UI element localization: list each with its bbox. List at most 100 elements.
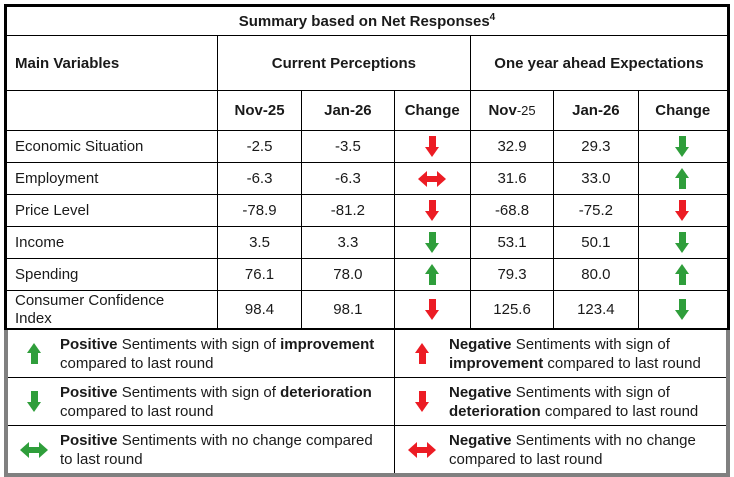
change-arrow-icon: [675, 199, 690, 222]
change-arrow-icon: [424, 135, 440, 158]
variable-cell: Income: [5, 226, 218, 259]
table-title: Summary based on Net Responses4: [5, 5, 729, 36]
value-cell: 78.0: [301, 258, 395, 291]
change-cell: [393, 194, 471, 227]
value-cell: 98.4: [216, 290, 303, 330]
empty-header-cell: [5, 90, 218, 131]
value-cell: 98.1: [301, 290, 395, 330]
value-cell: -3.5: [301, 130, 395, 163]
value-cell: -2.5: [216, 130, 303, 163]
legend-label: Positive Sentiments with sign of deterio…: [60, 383, 372, 420]
value-cell: 29.3: [553, 130, 639, 163]
change-arrow-icon: [675, 135, 690, 158]
legend-item-positive-no-change: Positive Sentiments with no change compa…: [8, 426, 395, 473]
value-cell: -81.2: [301, 194, 395, 227]
legend-item-negative-deterioration: Negative Sentiments with sign of deterio…: [395, 378, 726, 425]
arrow-down-icon: [414, 390, 430, 413]
change-arrow-icon: [424, 231, 440, 254]
change-cell: [393, 290, 471, 330]
variable-cell: Economic Situation: [5, 130, 218, 163]
variable-cell: Price Level: [5, 194, 218, 227]
change-cell: [393, 162, 471, 195]
net-responses-summary: Summary based on Net Responses4 Main Var…: [4, 4, 730, 477]
legend-label: Positive Sentiments with no change compa…: [60, 431, 373, 468]
legend-label: Positive Sentiments with sign of improve…: [60, 335, 375, 372]
change-cell: [637, 162, 730, 195]
exp-nov25-header-main: Nov: [488, 102, 517, 119]
column-header-row: Nov-25 Jan-26 Change Nov-25 Jan-26 Chang…: [5, 90, 730, 131]
change-arrow-icon: [424, 298, 440, 321]
variable-cell: Spending: [5, 258, 218, 291]
legend-item-negative-improvement: Negative Sentiments with sign of improve…: [395, 330, 726, 377]
table-row: Consumer Confidence Index 98.4 98.1 125.…: [5, 290, 730, 330]
change-cell: [393, 258, 471, 291]
table-title-text: Summary based on Net Responses: [238, 12, 490, 30]
table-row: Economic Situation -2.5 -3.5 32.9 29.3: [5, 130, 730, 163]
change-cell: [637, 226, 730, 259]
change-cell: [393, 226, 471, 259]
legend-label: Negative Sentiments with sign of deterio…: [449, 383, 699, 420]
arrow-up-icon: [26, 342, 42, 365]
value-cell: -6.3: [216, 162, 303, 195]
table-row: Income 3.5 3.3 53.1 50.1: [5, 226, 730, 259]
summary-table: Summary based on Net Responses4 Main Var…: [4, 4, 730, 330]
change-cell: [637, 130, 730, 163]
change-arrow-icon: [424, 199, 440, 222]
value-cell: 123.4: [553, 290, 639, 330]
change-arrow-icon: [418, 171, 447, 188]
variable-cell: Employment: [5, 162, 218, 195]
value-cell: -78.9: [216, 194, 303, 227]
cp-change-header: Change: [393, 90, 471, 131]
arrow-up-icon: [414, 342, 430, 365]
value-cell: 76.1: [216, 258, 303, 291]
cp-nov25-header: Nov-25: [216, 90, 303, 131]
legend-row: Positive Sentiments with no change compa…: [8, 426, 726, 473]
main-variables-header: Main Variables: [5, 35, 218, 91]
change-arrow-icon: [675, 298, 690, 321]
value-cell: 53.1: [469, 226, 555, 259]
arrow-left-right-icon: [20, 441, 48, 458]
value-cell: 33.0: [553, 162, 639, 195]
value-cell: 125.6: [469, 290, 555, 330]
one-year-ahead-header: One year ahead Expectations: [469, 35, 730, 91]
exp-nov25-header: Nov-25: [469, 90, 555, 131]
arrow-down-icon: [26, 390, 42, 413]
value-cell: 3.5: [216, 226, 303, 259]
change-arrow-icon: [675, 167, 690, 190]
group-header-row: Main Variables Current Perceptions One y…: [5, 35, 730, 91]
value-cell: -75.2: [553, 194, 639, 227]
footnote-marker: 4: [489, 11, 496, 23]
legend-row: Positive Sentiments with sign of improve…: [8, 330, 726, 378]
change-cell: [637, 290, 730, 330]
current-perceptions-header: Current Perceptions: [216, 35, 471, 91]
table-row: Spending 76.1 78.0 79.3 80.0: [5, 258, 730, 291]
title-row: Summary based on Net Responses4: [5, 5, 729, 36]
value-cell: 32.9: [469, 130, 555, 163]
value-cell: 31.6: [469, 162, 555, 195]
value-cell: -68.8: [469, 194, 555, 227]
arrow-left-right-icon: [408, 441, 436, 458]
value-cell: 79.3: [469, 258, 555, 291]
table-row: Price Level -78.9 -81.2 -68.8 -75.2: [5, 194, 730, 227]
legend-item-positive-improvement: Positive Sentiments with sign of improve…: [8, 330, 395, 377]
change-cell: [637, 258, 730, 291]
change-cell: [637, 194, 730, 227]
exp-change-header: Change: [637, 90, 730, 131]
legend-item-positive-deterioration: Positive Sentiments with sign of deterio…: [8, 378, 395, 425]
change-cell: [393, 130, 471, 163]
exp-nov25-header-suffix: -25: [516, 103, 536, 118]
legend-item-negative-no-change: Negative Sentiments with no change compa…: [395, 426, 726, 473]
legend-row: Positive Sentiments with sign of deterio…: [8, 378, 726, 426]
legend-label: Negative Sentiments with sign of improve…: [449, 335, 701, 372]
legend: Positive Sentiments with sign of improve…: [4, 330, 730, 477]
variable-cell: Consumer Confidence Index: [5, 290, 218, 330]
table-row: Employment -6.3 -6.3 31.6 33.0: [5, 162, 730, 195]
value-cell: 3.3: [301, 226, 395, 259]
value-cell: 50.1: [553, 226, 639, 259]
legend-label: Negative Sentiments with no change compa…: [449, 431, 696, 468]
exp-jan26-header: Jan-26: [553, 90, 639, 131]
change-arrow-icon: [675, 231, 690, 254]
change-arrow-icon: [675, 263, 690, 286]
change-arrow-icon: [424, 263, 440, 286]
cp-jan26-header: Jan-26: [301, 90, 395, 131]
